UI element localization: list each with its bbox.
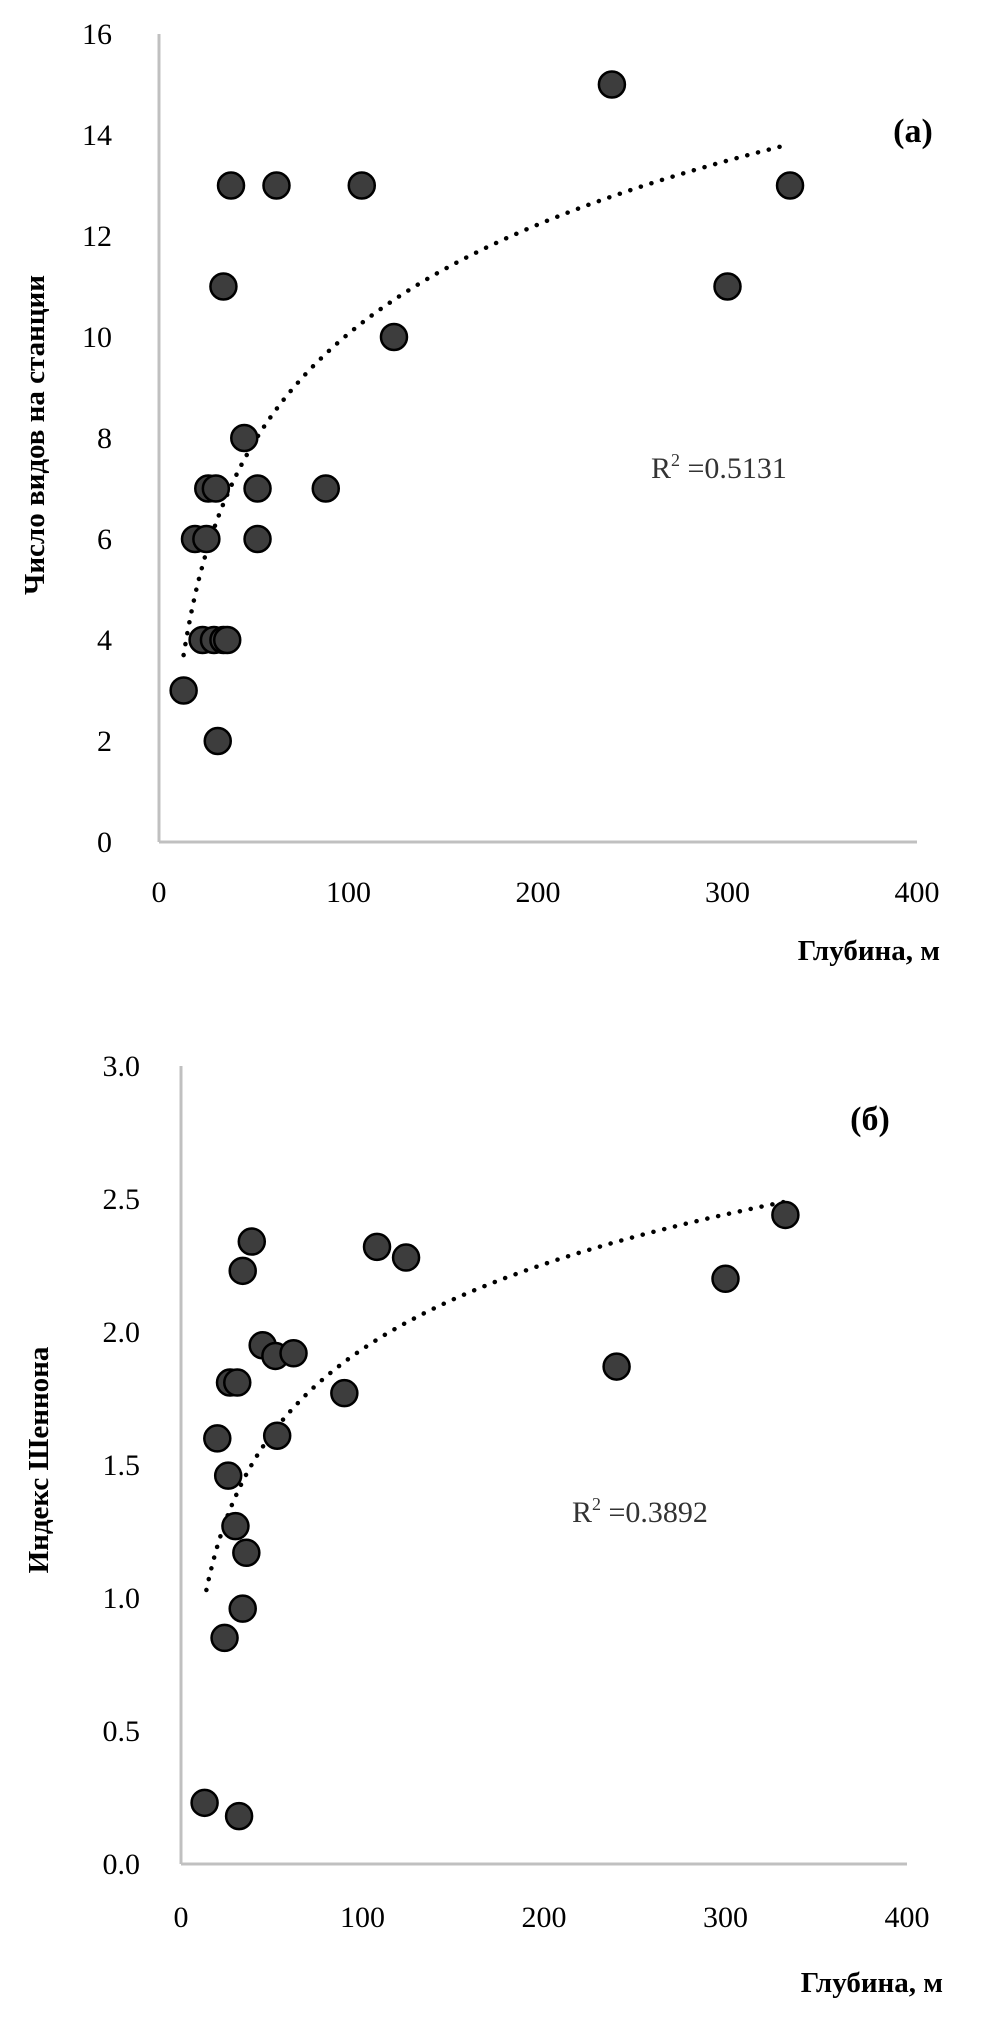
data-point <box>190 1788 219 1818</box>
data-point <box>362 1232 392 1262</box>
data-point <box>262 171 291 200</box>
r2-value: =0.3892 <box>601 1496 708 1529</box>
x-tick-label: 0 <box>152 876 167 909</box>
data-point <box>230 423 259 453</box>
x-tick-label: 300 <box>705 876 750 909</box>
data-point <box>201 474 231 503</box>
data-point <box>243 524 272 554</box>
data-point <box>203 1424 232 1453</box>
data-point <box>223 1368 252 1397</box>
data-point <box>243 474 272 503</box>
y-axis-title: Число видов на станции <box>19 275 51 595</box>
data-point <box>330 1378 359 1408</box>
data-point <box>192 524 221 554</box>
data-point <box>311 474 341 503</box>
y-tick-label: 2.5 <box>103 1183 141 1216</box>
data-point <box>597 70 627 99</box>
r2-prefix: R <box>651 452 671 485</box>
data-point <box>379 322 409 352</box>
r2-superscript: 2 <box>671 450 680 470</box>
y-tick-label: 1.0 <box>103 1582 141 1615</box>
data-point <box>237 1227 267 1256</box>
data-point <box>213 1461 243 1490</box>
data-point <box>391 1243 421 1272</box>
data-points <box>190 1200 800 1831</box>
y-tick-label: 2.0 <box>103 1316 141 1349</box>
x-tick-label: 400 <box>895 876 940 909</box>
data-point <box>713 272 742 301</box>
y-tick-label: 2 <box>97 725 112 758</box>
y-tick-label: 8 <box>97 422 112 455</box>
y-tick-label: 0.5 <box>103 1715 141 1748</box>
x-tick-label: 200 <box>516 876 561 909</box>
data-point <box>203 726 232 756</box>
r-squared-label: R2 =0.3892 <box>572 1494 708 1529</box>
panel-label: (б) <box>850 1101 890 1138</box>
y-tick-label: 3.0 <box>103 1050 141 1083</box>
y-tick-labels: 0.0 0.5 1.0 1.5 2.0 2.5 3.0 <box>103 1050 141 1881</box>
data-point <box>169 676 198 705</box>
chart-b: 0.0 0.5 1.0 1.5 2.0 2.5 3.0 0 100 200 300 400 Инде… <box>23 1050 943 1999</box>
data-point <box>602 1352 631 1381</box>
data-point <box>209 272 238 301</box>
r2-prefix: R <box>572 1496 592 1529</box>
x-tick-label: 300 <box>703 1901 748 1934</box>
x-axis-title: Глубина, м <box>798 935 940 967</box>
trendline <box>204 1199 788 1593</box>
data-point <box>224 1801 254 1831</box>
data-point <box>232 1538 261 1568</box>
data-point <box>775 171 805 200</box>
x-tick-label: 100 <box>326 876 371 909</box>
data-point <box>216 171 246 200</box>
data-point <box>228 1594 257 1623</box>
x-tick-labels: 0 100 200 300 400 <box>174 1901 930 1934</box>
x-tick-labels: 0 100 200 300 400 <box>152 876 940 909</box>
y-tick-label: 4 <box>97 624 112 657</box>
y-axis-title: Индекс Шеннона <box>23 1346 55 1573</box>
data-point <box>228 1256 257 1286</box>
x-tick-label: 100 <box>340 1901 385 1934</box>
data-point <box>212 625 242 655</box>
data-point <box>279 1339 308 1368</box>
r2-superscript: 2 <box>592 1494 601 1514</box>
data-points <box>169 70 805 756</box>
y-tick-label: 14 <box>82 119 112 152</box>
data-point <box>347 171 377 200</box>
r2-value: =0.5131 <box>680 452 787 485</box>
y-tick-labels: 0 2 4 6 8 10 12 14 16 <box>82 18 112 859</box>
data-point <box>262 1421 292 1450</box>
trendline <box>181 142 789 658</box>
x-axis-title: Глубина, м <box>801 1967 943 1999</box>
y-tick-label: 6 <box>97 523 112 556</box>
y-tick-label: 10 <box>82 321 112 354</box>
y-tick-label: 0.0 <box>103 1848 141 1881</box>
x-tick-label: 0 <box>174 1901 189 1934</box>
data-point <box>221 1511 250 1541</box>
y-tick-label: 1.5 <box>103 1449 141 1482</box>
x-tick-label: 400 <box>885 1901 930 1934</box>
chart-a: 0 2 4 6 8 10 12 14 16 0 100 200 300 400 Число видов … <box>19 18 940 967</box>
r-squared-label: R2 =0.5131 <box>651 450 787 485</box>
y-tick-label: 12 <box>82 220 112 253</box>
data-point <box>210 1623 239 1653</box>
data-point <box>711 1264 740 1294</box>
y-tick-label: 0 <box>97 826 112 859</box>
panel-label: (a) <box>893 113 933 150</box>
x-tick-label: 200 <box>522 1901 567 1934</box>
y-tick-label: 16 <box>82 18 112 51</box>
data-point <box>771 1200 800 1230</box>
